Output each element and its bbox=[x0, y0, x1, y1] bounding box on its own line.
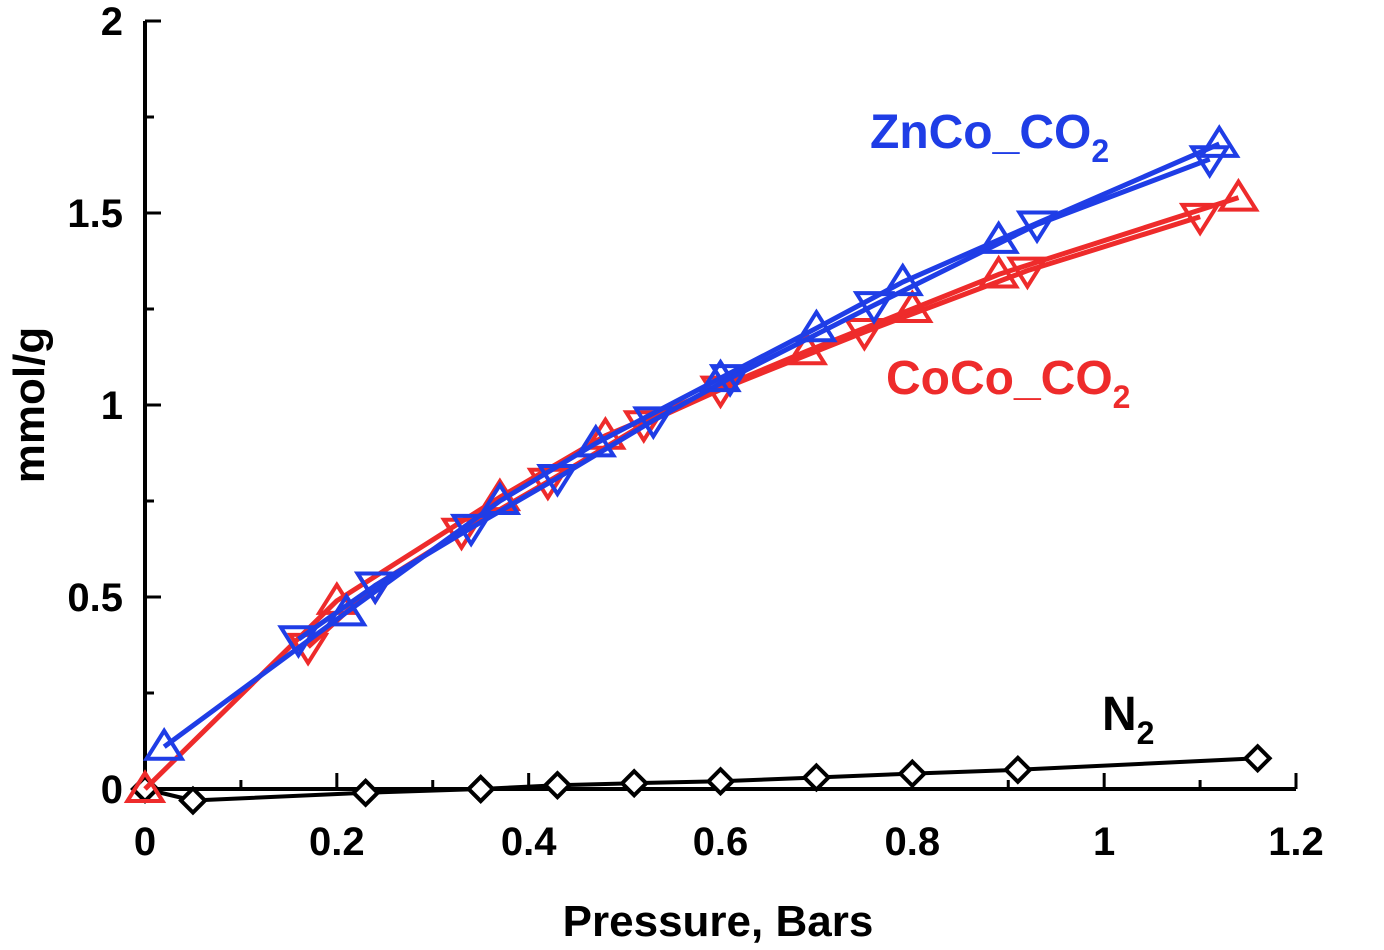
data-point-triangle-down bbox=[852, 291, 896, 325]
data-point-triangle-down bbox=[536, 463, 579, 498]
data-point-triangle-down bbox=[449, 513, 493, 548]
series-2 bbox=[130, 743, 1273, 816]
data-point-triangle-down bbox=[277, 625, 320, 659]
data-point-triangle-down bbox=[1178, 202, 1222, 237]
data-point-triangle-down bbox=[632, 406, 675, 441]
data-point-diamond bbox=[465, 774, 496, 804]
data-point-diamond bbox=[801, 762, 832, 793]
data-point-diamond bbox=[1242, 743, 1273, 774]
series-label-zncoco2-sub: 2 bbox=[1091, 133, 1109, 169]
series-label-n2: N2 bbox=[1102, 688, 1154, 751]
x-tick-label: 1.2 bbox=[1268, 820, 1324, 864]
data-point-triangle-up bbox=[699, 358, 742, 393]
data-point-triangle-up bbox=[574, 423, 618, 458]
x-axis-title: Pressure, Bars bbox=[563, 897, 874, 946]
labels-layer: Pressure, Bars mmol/g ZnCo_CO2 CoCo_CO2 … bbox=[5, 106, 1154, 946]
x-tick-label: 0.6 bbox=[693, 820, 749, 864]
x-tick-label: 1 bbox=[1093, 820, 1115, 864]
series-label-zncoco2-main: ZnCo_CO bbox=[870, 106, 1091, 159]
data-point-triangle-up bbox=[891, 289, 934, 323]
y-tick-label: 2 bbox=[101, 0, 123, 44]
data-point-triangle-down bbox=[708, 364, 752, 398]
data-point-diamond bbox=[350, 778, 381, 808]
y-tick-label: 1.5 bbox=[67, 192, 123, 236]
data-point-triangle-down bbox=[353, 571, 397, 606]
data-point-triangle-down bbox=[1006, 256, 1049, 291]
data-point-diamond bbox=[178, 785, 208, 816]
data-point-diamond bbox=[1003, 754, 1033, 785]
series-1 bbox=[142, 124, 1241, 761]
data-point-triangle-up bbox=[795, 308, 838, 343]
x-tick-label: 0 bbox=[134, 820, 156, 864]
data-point-triangle-down bbox=[1015, 210, 1059, 245]
y-tick-label: 0 bbox=[101, 768, 123, 812]
series-label-zncoco2: ZnCo_CO2 bbox=[870, 106, 1109, 169]
series-label-cococo2-sub: 2 bbox=[1113, 379, 1131, 415]
data-point-triangle-up bbox=[881, 262, 924, 297]
data-point-diamond bbox=[897, 758, 928, 789]
y-tick-label: 1 bbox=[101, 384, 123, 428]
series-line-adsorption bbox=[143, 195, 1240, 791]
data-point-triangle-up bbox=[325, 592, 368, 627]
series-0 bbox=[123, 177, 1260, 803]
y-tick-label: 0.5 bbox=[67, 576, 123, 620]
series-label-n2-sub: 2 bbox=[1137, 715, 1155, 751]
y-axis-title: mmol/g bbox=[5, 327, 54, 483]
series-layer bbox=[123, 124, 1273, 816]
data-point-diamond bbox=[705, 766, 736, 797]
series-label-cococo2: CoCo_CO2 bbox=[886, 352, 1130, 415]
data-point-triangle-up bbox=[977, 254, 1020, 289]
data-point-triangle-up bbox=[785, 331, 829, 366]
series-label-n2-main: N bbox=[1102, 688, 1137, 741]
x-tick-label: 0.2 bbox=[309, 820, 365, 864]
data-point-triangle-up bbox=[478, 481, 522, 515]
data-point-diamond bbox=[542, 770, 573, 800]
x-tick-label: 0.8 bbox=[885, 820, 941, 864]
data-point-triangle-up bbox=[1198, 124, 1241, 158]
data-point-triangle-up bbox=[1217, 177, 1260, 212]
data-point-diamond bbox=[619, 768, 650, 799]
data-point-triangle-up bbox=[977, 220, 1020, 254]
series-line-adsorption bbox=[145, 756, 1258, 791]
data-point-triangle-up bbox=[142, 727, 186, 761]
data-point-triangle-down bbox=[843, 318, 886, 352]
data-point-triangle-down bbox=[1188, 145, 1231, 179]
x-tick-label: 0.4 bbox=[501, 820, 557, 864]
series-label-cococo2-main: CoCo_CO bbox=[886, 352, 1113, 405]
series-line-adsorption bbox=[162, 141, 1221, 749]
data-point-triangle-down bbox=[622, 410, 665, 444]
data-point-triangle-up bbox=[123, 769, 167, 803]
series-line-desorption bbox=[306, 214, 1201, 649]
